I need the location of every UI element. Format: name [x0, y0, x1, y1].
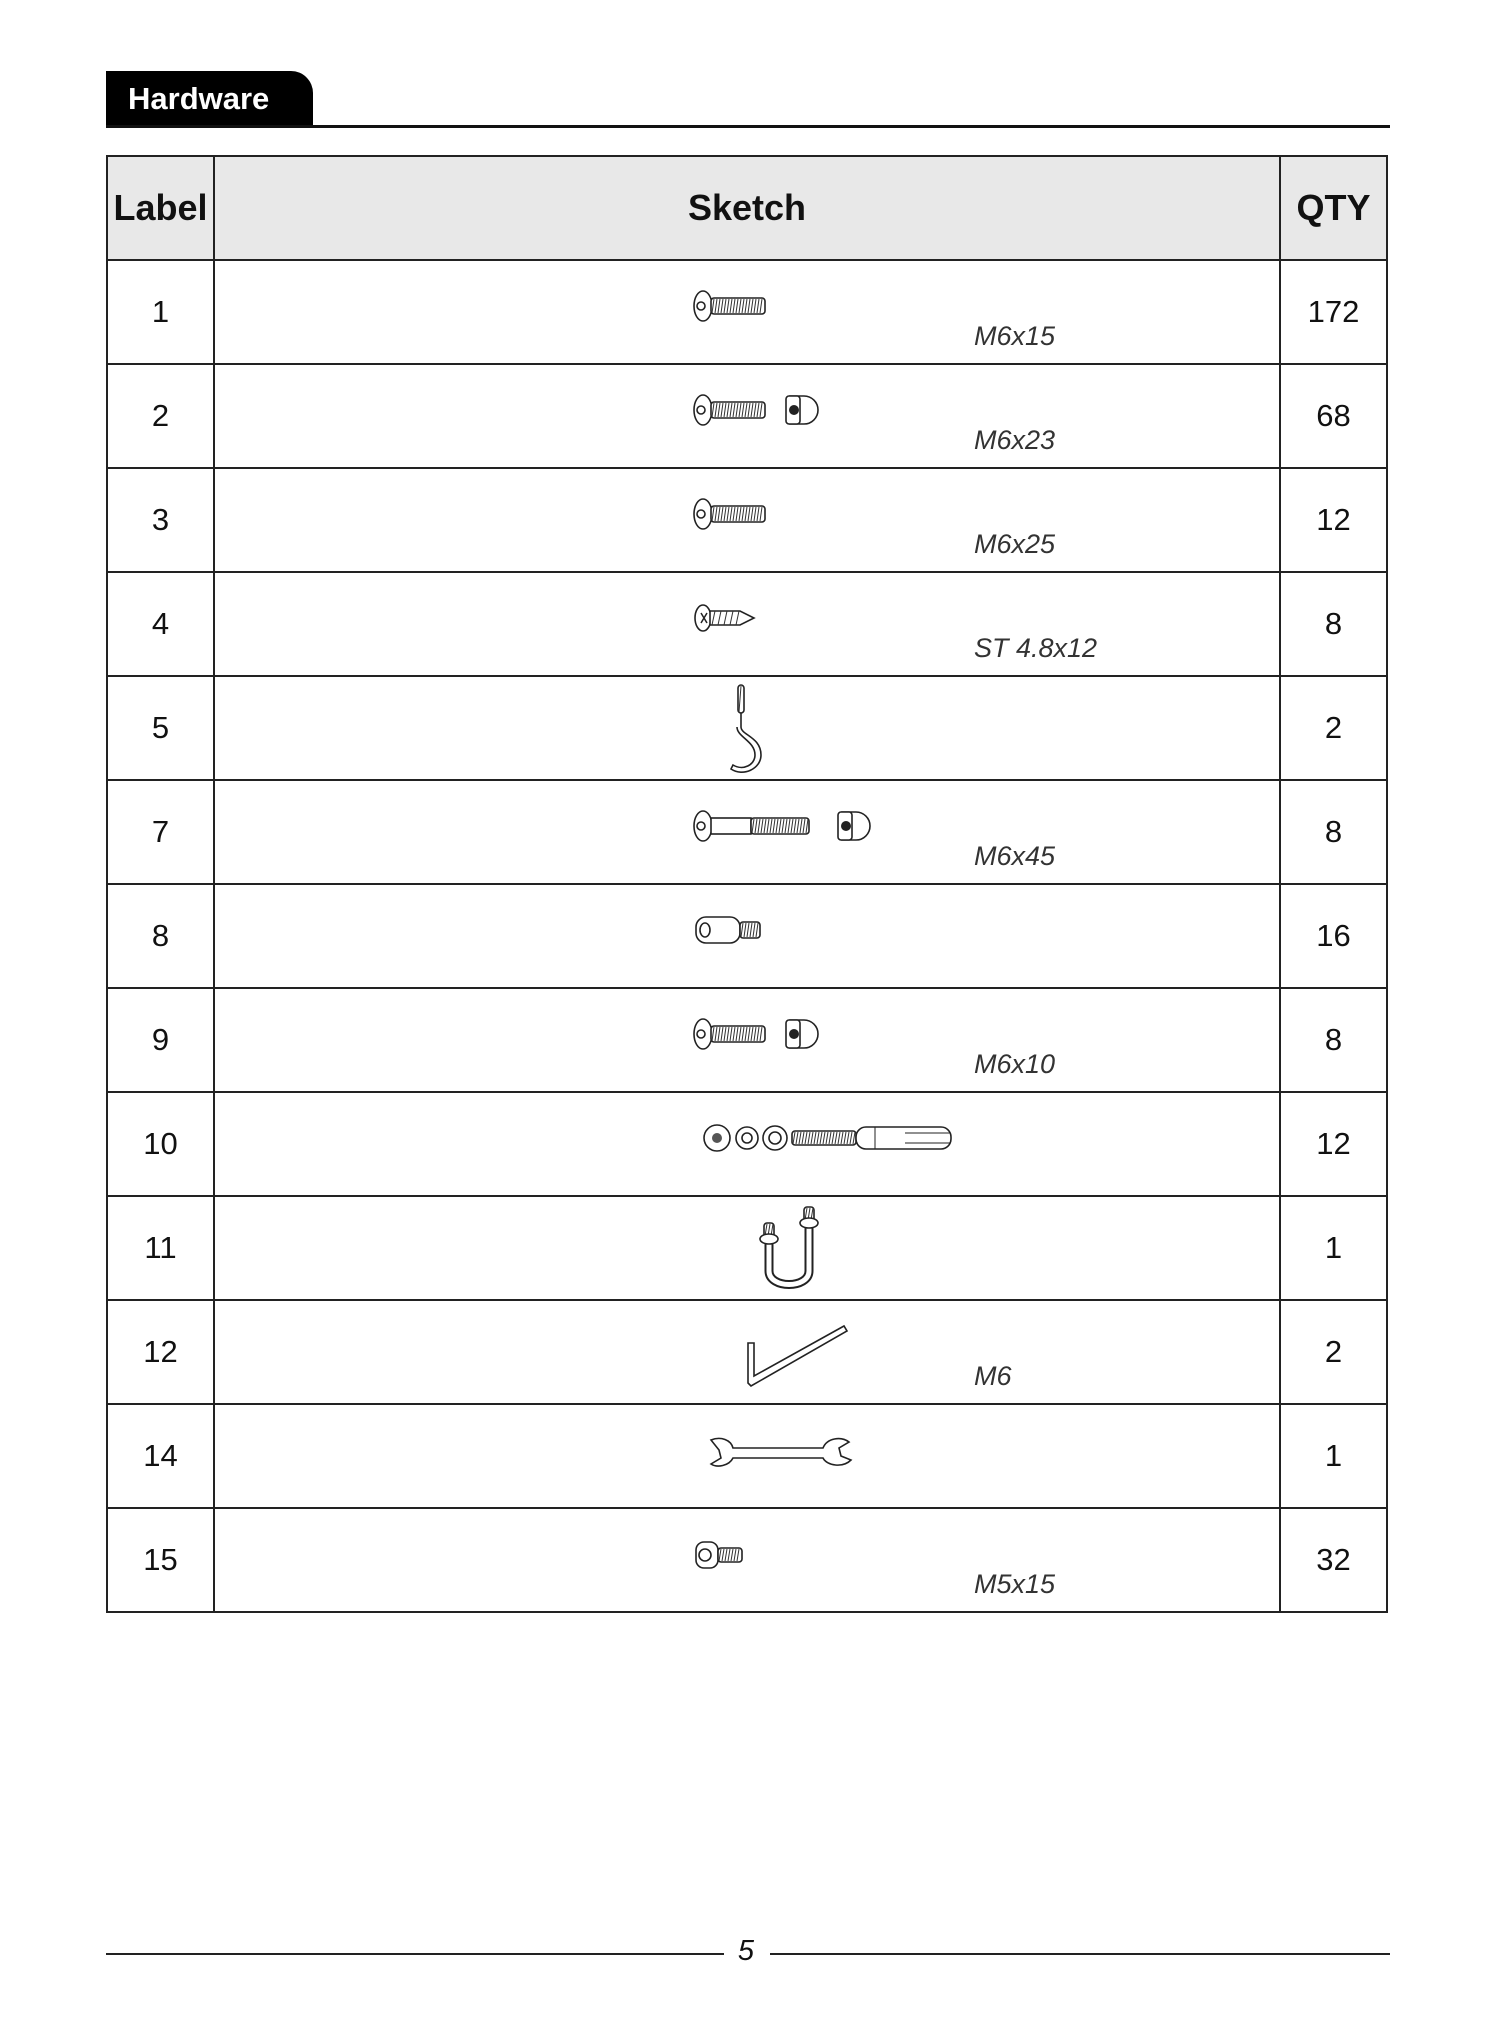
row-spec: M5x15: [974, 1569, 1056, 1599]
row-sketch: [213, 1195, 1281, 1301]
table-row: 3 M6x25 12: [106, 467, 1388, 573]
row-label: 11: [106, 1195, 215, 1301]
table-row: 7 M6x45 8: [106, 779, 1388, 885]
row-qty: 16: [1279, 883, 1388, 989]
socket-bolt-icon: [695, 1541, 743, 1569]
table-row: 15 M5x15 32: [106, 1507, 1388, 1613]
row-label: 3: [106, 467, 215, 573]
row-label: 14: [106, 1403, 215, 1509]
button-bolt-icon: [693, 498, 766, 530]
header-sketch: Sketch: [213, 155, 1281, 261]
row-qty: 12: [1279, 1091, 1388, 1197]
row-spec: M6x15: [974, 321, 1056, 351]
row-label: 4: [106, 571, 215, 677]
table-row: 11 1: [106, 1195, 1388, 1301]
row-label: 9: [106, 987, 215, 1093]
row-sketch: [213, 675, 1281, 781]
row-label: 10: [106, 1091, 215, 1197]
expansion-bolt-set-icon: [703, 1124, 952, 1152]
row-qty: 1: [1279, 1403, 1388, 1509]
allen-key-icon: [747, 1324, 849, 1387]
page-number: 5: [737, 1935, 755, 1967]
row-spec: M6x45: [974, 841, 1056, 871]
row-qty: 8: [1279, 987, 1388, 1093]
row-label: 12: [106, 1299, 215, 1405]
row-qty: 1: [1279, 1195, 1388, 1301]
row-label: 8: [106, 883, 215, 989]
row-qty: 12: [1279, 467, 1388, 573]
row-label: 7: [106, 779, 215, 885]
hook-icon: [729, 684, 762, 773]
section-title: Hardware: [128, 81, 270, 116]
table-row: 8 16: [106, 883, 1388, 989]
row-sketch: ST 4.8x12: [213, 571, 1281, 677]
row-spec: M6x10: [974, 1049, 1056, 1079]
row-label: 2: [106, 363, 215, 469]
row-qty: 68: [1279, 363, 1388, 469]
section-rule: [106, 125, 1390, 128]
button-bolt-with-cap-nut-icon: [693, 394, 819, 426]
wrench-icon: [709, 1437, 853, 1467]
table-row: 9 M6x10 8: [106, 987, 1388, 1093]
row-spec: M6x23: [974, 425, 1056, 455]
u-bolt-icon: [759, 1206, 819, 1289]
section-tab: Hardware: [106, 71, 313, 127]
row-sketch: M6x15: [213, 259, 1281, 365]
row-qty: 8: [1279, 779, 1388, 885]
table-header-row: Label Sketch QTY: [106, 155, 1388, 261]
row-sketch: [213, 1403, 1281, 1509]
row-qty: 2: [1279, 675, 1388, 781]
button-bolt-with-cap-nut-icon: [693, 1018, 819, 1050]
row-sketch: M6x25: [213, 467, 1281, 573]
row-spec: M6: [974, 1361, 1012, 1391]
row-sketch: M6: [213, 1299, 1281, 1405]
button-bolt-icon: [693, 290, 766, 322]
row-sketch: [213, 1091, 1281, 1197]
row-sketch: [213, 883, 1281, 989]
table-row: 10 12: [106, 1091, 1388, 1197]
row-qty: 2: [1279, 1299, 1388, 1405]
row-sketch: M6x10: [213, 987, 1281, 1093]
table-row: 2 M6x23 68: [106, 363, 1388, 469]
row-spec: ST 4.8x12: [974, 633, 1098, 663]
row-qty: 32: [1279, 1507, 1388, 1613]
standoff-icon: [695, 916, 761, 944]
table-row: 4 ST 4.8x12 8: [106, 571, 1388, 677]
self-tapping-screw-icon: [694, 604, 756, 632]
table-row: 5 2: [106, 675, 1388, 781]
table-row: 12 M6 2: [106, 1299, 1388, 1405]
hardware-table: Label Sketch QTY 1 M6x15 172 2 M6x23 68 3 …: [106, 155, 1388, 1613]
row-qty: 172: [1279, 259, 1388, 365]
row-sketch: M6x45: [213, 779, 1281, 885]
table-row: 1 M6x15 172: [106, 259, 1388, 365]
row-label: 15: [106, 1507, 215, 1613]
row-qty: 8: [1279, 571, 1388, 677]
footer-rule-left: [106, 1953, 724, 1955]
row-spec: M6x25: [974, 529, 1056, 559]
row-sketch: M6x23: [213, 363, 1281, 469]
row-label: 1: [106, 259, 215, 365]
table-row: 14 1: [106, 1403, 1388, 1509]
long-bolt-with-cap-nut-icon: [693, 810, 871, 842]
row-sketch: M5x15: [213, 1507, 1281, 1613]
footer-rule-right: [770, 1953, 1390, 1955]
header-label: Label: [106, 155, 215, 261]
header-qty: QTY: [1279, 155, 1388, 261]
row-label: 5: [106, 675, 215, 781]
